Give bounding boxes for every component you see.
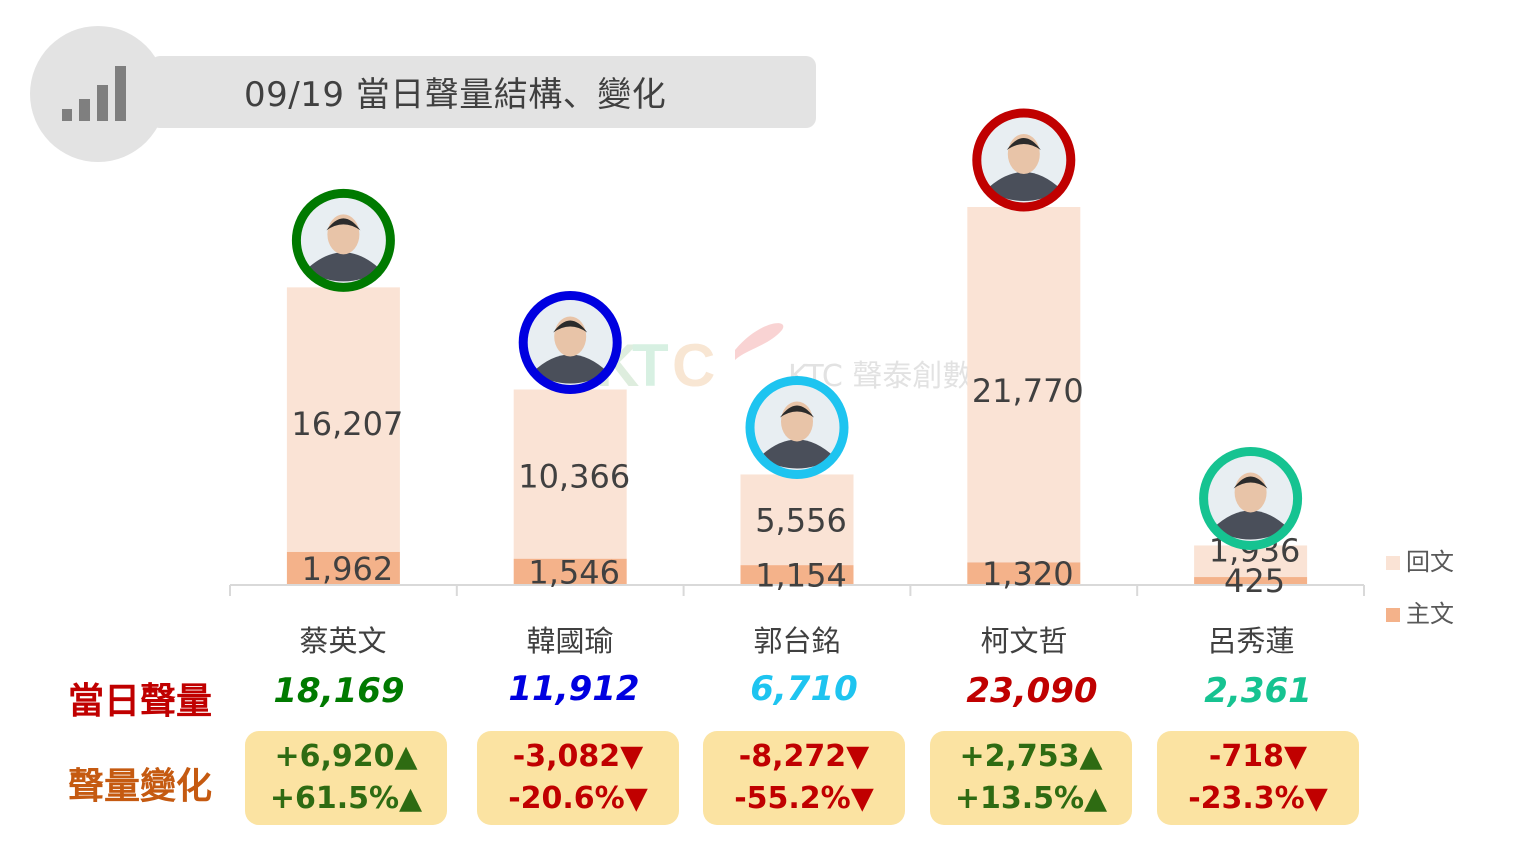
bar-main xyxy=(513,558,627,584)
candidate-avatar xyxy=(972,108,1076,212)
title-banner xyxy=(150,56,816,128)
volume-change-box: -8,272▼ -55.2%▼ xyxy=(703,731,905,825)
daily-volume-value: 18,169 xyxy=(273,671,405,711)
daily-volume-value: 23,090 xyxy=(966,671,1098,711)
legend-swatch-main xyxy=(1386,608,1400,622)
change-absolute: +6,920▲ xyxy=(274,739,418,774)
change-absolute: -8,272▼ xyxy=(738,739,870,774)
legend-label-main: 主文 xyxy=(1406,600,1454,628)
change-percent: +13.5%▲ xyxy=(954,781,1108,816)
avatar-body xyxy=(305,252,382,282)
avatar-hair xyxy=(1233,476,1268,489)
data-label-main: 1,154 xyxy=(755,557,847,595)
avatar-body xyxy=(759,439,835,469)
legend-item-main: 主文 xyxy=(1386,594,1454,629)
avatar-ring xyxy=(972,108,1076,212)
change-percent: -23.3%▼ xyxy=(1188,781,1328,816)
bar-reply xyxy=(286,287,400,552)
data-label-main: 1,546 xyxy=(528,553,620,591)
change-absolute: +2,753▲ xyxy=(959,739,1103,774)
bar-reply xyxy=(1194,545,1308,578)
change-percent: +61.5%▲ xyxy=(269,781,423,816)
avatar-hair xyxy=(780,405,814,418)
avatar-hair xyxy=(1006,138,1041,150)
candidate-avatar xyxy=(745,375,849,479)
volume-change-box: -718▼ -23.3%▼ xyxy=(1157,731,1359,825)
candidate-avatar xyxy=(291,188,395,292)
total-row-label: 當日聲量 xyxy=(68,681,213,722)
daily-volume-value: 11,912 xyxy=(508,669,640,709)
avatar-body xyxy=(1212,510,1289,540)
volume-change-box: +2,753▲ +13.5%▲ xyxy=(930,731,1132,825)
candidate-name: 郭台銘 xyxy=(753,624,841,658)
daily-volume-value: 2,361 xyxy=(1204,671,1312,711)
bar-main xyxy=(967,562,1081,584)
avatar-body xyxy=(985,172,1062,201)
avatar-hair xyxy=(553,320,588,333)
legend-item-reply: 回文 xyxy=(1386,542,1454,577)
avatar-ring xyxy=(1199,446,1303,550)
data-label-reply: 10,366 xyxy=(518,458,630,496)
avatar-ring xyxy=(745,375,849,479)
change-percent: -20.6%▼ xyxy=(508,781,648,816)
legend-swatch-reply xyxy=(1386,556,1400,570)
candidate-name: 韓國瑜 xyxy=(526,624,614,658)
bar-reply xyxy=(740,474,854,566)
daily-volume-value: 6,710 xyxy=(750,669,858,709)
bar-main xyxy=(740,565,854,584)
watermark: K T C KTC 聲泰創數據 xyxy=(596,323,1002,399)
watermark-letters-t: T xyxy=(632,332,669,399)
change-absolute: -718▼ xyxy=(1208,739,1308,774)
data-label-reply: 16,207 xyxy=(291,405,403,443)
volume-change-box: +6,920▲ +61.5%▲ xyxy=(245,731,447,825)
data-label-reply: 5,556 xyxy=(755,502,847,540)
signal-bars-icon xyxy=(62,66,126,121)
avatar-hair xyxy=(326,218,361,231)
candidate-avatar xyxy=(518,291,622,395)
change-absolute: -3,082▼ xyxy=(512,739,644,774)
legend-label-reply: 回文 xyxy=(1406,548,1454,576)
watermark-swoosh xyxy=(735,323,784,360)
bar-reply xyxy=(513,389,627,559)
bar-main xyxy=(286,551,400,584)
data-label-main: 1,962 xyxy=(302,550,394,588)
page-title: 09/19 當日聲量結構、變化 xyxy=(244,75,667,115)
data-label-reply: 21,770 xyxy=(972,372,1084,410)
bar-reply xyxy=(967,207,1081,563)
watermark-letters-c: C xyxy=(672,332,715,399)
candidate-avatar xyxy=(1199,446,1303,550)
candidate-name: 蔡英文 xyxy=(299,624,387,658)
data-label-main: 1,320 xyxy=(982,555,1074,593)
avatar-ring xyxy=(518,291,622,395)
avatar-ring xyxy=(291,188,395,292)
candidate-name: 柯文哲 xyxy=(980,624,1068,658)
change-row-label: 聲量變化 xyxy=(68,766,213,807)
volume-change-box: -3,082▼ -20.6%▼ xyxy=(477,731,679,825)
avatar-body xyxy=(532,354,609,384)
bar-main xyxy=(1194,577,1308,584)
candidate-name: 呂秀蓮 xyxy=(1207,624,1295,658)
change-percent: -55.2%▼ xyxy=(734,781,874,816)
data-label-main: 425 xyxy=(1224,562,1285,600)
